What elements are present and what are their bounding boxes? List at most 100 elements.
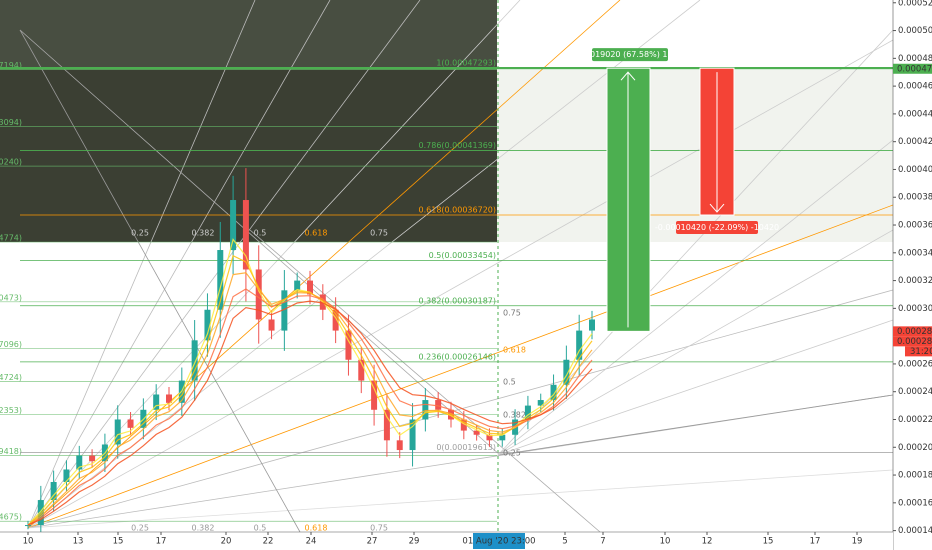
fib-label: 0.618(0.00036720) xyxy=(419,206,497,215)
x-tick-label: 17 xyxy=(810,537,821,547)
candle-body xyxy=(255,269,262,320)
candle-body xyxy=(127,419,134,428)
y-tick-label: 0.00048000 xyxy=(898,54,932,64)
fan-label: 0.5 xyxy=(503,378,516,387)
y-tick-label: 0.00018000 xyxy=(898,471,932,481)
candle-body xyxy=(268,319,275,331)
candle-body xyxy=(281,290,288,331)
fan-line xyxy=(497,394,894,456)
fan-label: 0.75 xyxy=(503,309,521,318)
candle-body xyxy=(76,455,83,470)
candle-body xyxy=(242,200,249,270)
plot: (0.00047194) (0.00043094) (0.00040240) (0.0… xyxy=(0,48,893,540)
level-label: (0.00022353) xyxy=(0,406,22,415)
fan-line xyxy=(19,29,301,533)
fan-label: 0.618 xyxy=(503,346,526,355)
candle-body xyxy=(37,500,44,526)
ema-line xyxy=(27,272,593,526)
fan-label: 0.618 xyxy=(305,524,328,533)
fan-label: 0.5 xyxy=(254,524,267,533)
candle-body xyxy=(409,419,416,451)
y-tick-label: 0.00032000 xyxy=(898,276,932,286)
x-tick-label: 15 xyxy=(763,537,774,547)
x-tick-label: 19 xyxy=(852,537,863,547)
fib-label: 0.236(0.00026146) xyxy=(419,352,497,361)
fib-label: 0.382(0.00030187) xyxy=(419,296,497,305)
countdown: 31:20 xyxy=(910,347,932,357)
candle-body xyxy=(473,430,480,435)
x-tick-label: 10 xyxy=(23,537,34,547)
candle-body xyxy=(435,400,442,410)
candle-body xyxy=(537,400,544,406)
x-tick-label: 27 xyxy=(367,537,378,547)
fan-line xyxy=(497,139,894,456)
candle-body xyxy=(383,409,390,441)
price-marker xyxy=(893,63,932,74)
candle-body xyxy=(358,359,365,381)
long-label: 0.00019020 (67.58%) 19020 xyxy=(572,50,688,59)
candle-body xyxy=(63,469,70,482)
short-arrow xyxy=(709,72,725,213)
fan-line xyxy=(497,319,894,456)
level-label: (0.00014675) xyxy=(0,513,22,522)
fan-label: 0.25 xyxy=(503,449,521,458)
fan-line xyxy=(27,0,621,529)
axes: 0.00052000 0.00050000 0.00048000 0.00046000… xyxy=(23,0,932,549)
candle-body xyxy=(153,394,160,410)
candle-body xyxy=(332,309,339,331)
y-tick-label: 0.00052000 xyxy=(898,0,932,8)
candle-body xyxy=(563,359,570,385)
candle-body xyxy=(191,340,198,381)
candle-body xyxy=(89,455,96,462)
candle-body xyxy=(307,280,313,295)
price-marker-label: 0.00028265 xyxy=(897,337,932,347)
level-label: (0.00040240) xyxy=(0,158,22,167)
fan-label: 0.75 xyxy=(370,524,388,533)
y-tick-label: 0.00022000 xyxy=(898,415,932,425)
level-label: (0.00034774) xyxy=(0,234,22,243)
candle-body xyxy=(550,384,557,401)
y-tick-label: 0.00014000 xyxy=(898,526,932,536)
x-tick-label: 7 xyxy=(600,537,605,547)
crosshair-label: 01 Aug '20 23:00 xyxy=(462,537,535,547)
y-tick-label: 0.00046000 xyxy=(898,82,932,92)
y-tick-label: 0.00050000 xyxy=(898,26,932,36)
level-label: (0.00019418) xyxy=(0,447,22,456)
fan-line xyxy=(27,0,256,529)
fan-line xyxy=(27,0,331,529)
x-tick-label: 5 xyxy=(562,537,567,547)
fib-label: 0(0.00019613) xyxy=(436,443,496,452)
candle-body xyxy=(230,200,237,251)
candle-body xyxy=(294,280,301,291)
fan-label: 0.5 xyxy=(254,229,267,238)
fan-line xyxy=(27,469,894,529)
fib-label: 0.5(0.00033454) xyxy=(429,251,496,260)
y-tick-label: 0.00026000 xyxy=(898,359,932,369)
level-label: (0.00030473) xyxy=(0,293,22,302)
candle-body xyxy=(486,434,493,441)
fan-label: 0.75 xyxy=(370,229,388,238)
fib-zone xyxy=(0,0,497,70)
fan-line xyxy=(19,29,501,456)
candle-body xyxy=(50,481,57,501)
candle-body xyxy=(589,319,595,331)
fib-zone xyxy=(497,70,893,242)
x-tick-label: 22 xyxy=(263,537,274,547)
fan-line xyxy=(249,229,601,533)
short-label: -0.00010420 (-22.09%) -10420 xyxy=(655,223,779,232)
fan-label: 0.382 xyxy=(192,229,215,238)
candle-body xyxy=(345,330,352,360)
ema-line xyxy=(27,300,593,526)
candle-body xyxy=(499,434,506,441)
fan-line xyxy=(27,39,894,529)
candle-body xyxy=(204,309,211,341)
candle-body xyxy=(576,330,583,360)
price-marker xyxy=(893,336,932,347)
candle-body xyxy=(114,419,121,445)
x-tick-label: 12 xyxy=(702,537,713,547)
fan-label: 0.25 xyxy=(131,229,149,238)
price-marker-label: 0.00028345 xyxy=(897,327,932,337)
x-tick-label: 29 xyxy=(409,537,420,547)
level-label: (0.00024724) xyxy=(0,373,22,382)
fib-label: 0.786(0.00041369) xyxy=(419,141,497,150)
